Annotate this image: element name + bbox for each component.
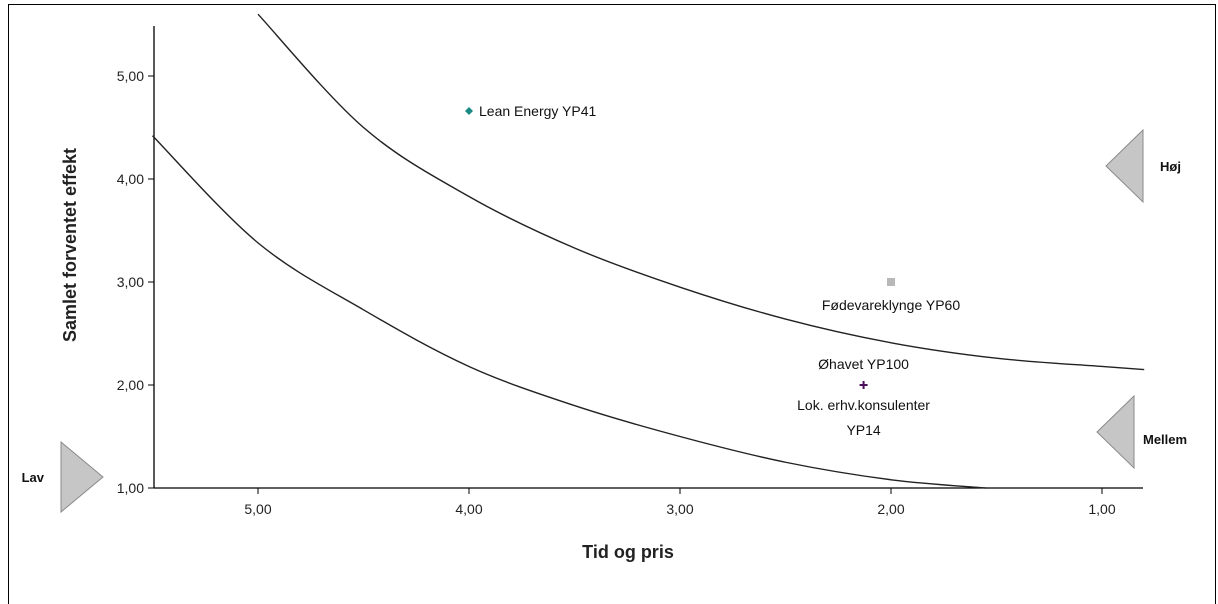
y-tick-label: 5,00: [117, 68, 144, 84]
zone-label-hj: Høj: [1160, 159, 1181, 174]
point-label-ohavet: Øhavet YP100: [818, 356, 909, 372]
chart-frame: [8, 4, 1216, 604]
point-label-lean-energy: Lean Energy YP41: [479, 103, 596, 119]
y-tick-label: 4,00: [117, 171, 144, 187]
y-tick-label: 3,00: [117, 274, 144, 290]
curve-upper: [257, 13, 1145, 371]
zone-marker-hj: [1105, 128, 1144, 204]
point-label-lok-erhv-line2: YP14: [846, 422, 880, 438]
x-tick-label: 4,00: [455, 501, 482, 517]
point-label-fodevareklynge: Fødevareklynge YP60: [822, 297, 960, 313]
y-tick-label: 1,00: [117, 480, 144, 496]
x-tick-label: 5,00: [244, 501, 271, 517]
x-tick-label: 1,00: [1088, 501, 1115, 517]
y-axis-title: Samlet forventet effekt: [60, 148, 80, 342]
x-tick-label: 2,00: [877, 501, 904, 517]
point-label-lok-erhv: Lok. erhv.konsulenter: [797, 397, 930, 413]
zone-label-lav: Lav: [22, 470, 45, 485]
y-tick-label: 2,00: [117, 377, 144, 393]
point-fodevareklynge: [887, 278, 895, 286]
zone-marker-mellem: [1096, 394, 1135, 470]
zone-marker-lav: [60, 440, 104, 514]
point-ohavet: [859, 381, 868, 389]
curve-lower: [152, 135, 987, 489]
x-tick-label: 3,00: [666, 501, 693, 517]
point-lean-energy: [465, 107, 473, 116]
x-axis-title: Tid og pris: [582, 542, 674, 562]
zone-label-mellem: Mellem: [1143, 432, 1187, 447]
